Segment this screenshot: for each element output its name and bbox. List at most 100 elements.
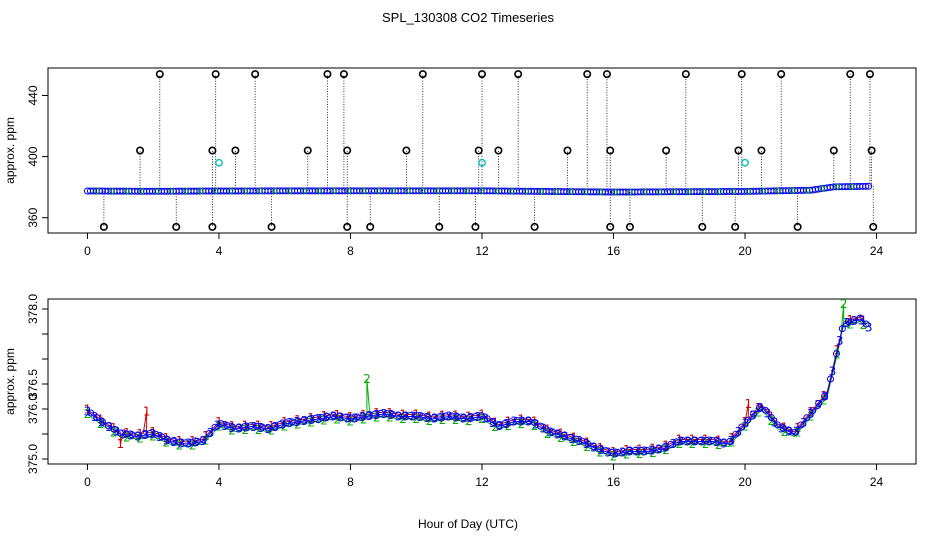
series-marker: 1	[307, 411, 315, 425]
series-marker: 3	[742, 416, 750, 430]
series-marker: 3	[192, 436, 200, 450]
series-marker: 3	[749, 409, 757, 423]
series-marker: 2	[610, 450, 618, 464]
series-marker: 1	[768, 410, 776, 424]
data-point-alt	[627, 189, 633, 195]
series-marker: 2	[136, 432, 144, 446]
data-point-alt	[730, 188, 737, 195]
data-point	[838, 325, 846, 333]
series-marker: 1	[347, 410, 355, 424]
outlier-point	[474, 146, 483, 155]
series-marker: 3	[228, 421, 236, 435]
data-point-alt	[656, 188, 663, 195]
series-marker: 1	[860, 313, 868, 327]
data-point-alt	[701, 188, 707, 195]
series-marker: 2	[386, 411, 394, 425]
series-marker: 2	[840, 297, 848, 311]
chart-title: SPL_130308 CO2 Timeseries	[382, 10, 554, 25]
outlier-point	[698, 222, 707, 231]
series-marker: 3	[532, 417, 540, 431]
series-marker: 3	[850, 314, 858, 328]
outlier-point	[303, 146, 312, 155]
series-marker: 2	[268, 424, 276, 438]
series-marker: 1	[110, 421, 118, 435]
series-marker: 1	[84, 403, 92, 417]
series-marker: 3	[243, 420, 251, 434]
x-tick-label: 16	[607, 244, 621, 258]
y-tick-label: 400	[26, 146, 40, 166]
outlier-point	[251, 70, 260, 79]
series-marker: 2	[363, 372, 371, 386]
series-marker: 3	[597, 443, 605, 457]
data-point-alt	[508, 188, 515, 195]
data-point	[744, 416, 752, 424]
series-marker: 3	[684, 435, 692, 449]
series-marker: 2	[215, 420, 223, 434]
series-marker: 3	[619, 446, 627, 460]
series-marker: 1	[117, 437, 125, 451]
outlier-point	[418, 70, 427, 79]
data-point	[158, 433, 166, 441]
series-marker: 1	[794, 421, 802, 435]
outlier-point	[681, 70, 690, 79]
series-marker: 3	[554, 428, 562, 442]
series-marker: 1	[531, 415, 539, 429]
x-axis-title: Hour of Day (UTC)	[418, 517, 518, 531]
series-marker: 1	[754, 401, 762, 415]
x-tick-label: 24	[870, 475, 884, 489]
data-point-alt	[848, 183, 855, 190]
outlier-point	[494, 146, 503, 155]
series-marker: 3	[720, 436, 728, 450]
x-tick-label: 4	[216, 475, 223, 489]
series-marker: 3	[395, 409, 403, 423]
series-marker: 1	[426, 410, 434, 424]
data-point	[584, 440, 592, 448]
data-point-alt	[760, 188, 767, 195]
co2-scatter-panel: 0 4 8 12 16 20 24 360 400 440 approx. ppm	[3, 67, 917, 258]
series-marker: 2	[557, 431, 565, 445]
data-point-alt	[286, 188, 293, 194]
series-marker: 2	[399, 412, 407, 426]
data-point	[211, 423, 219, 431]
data-point-alt	[834, 183, 840, 190]
series-marker: 3	[134, 429, 142, 443]
outlier-point	[343, 146, 352, 155]
data-point	[856, 314, 864, 322]
outlier-point	[339, 70, 348, 79]
series-marker: 1	[189, 434, 197, 448]
outlier-point	[606, 222, 615, 231]
data-point-alt	[212, 188, 219, 194]
outlier-point	[231, 146, 240, 155]
data-point	[525, 417, 533, 424]
data-point-alt	[419, 187, 426, 194]
series-marker: 3	[785, 425, 793, 439]
series-marker: 1	[281, 415, 289, 429]
series-marker: 3	[272, 420, 280, 434]
series-marker: 3	[612, 447, 620, 461]
outlier-point	[734, 146, 743, 155]
series-marker: 3	[178, 436, 186, 450]
series-marker: 1	[452, 409, 460, 423]
series-marker: 1	[255, 419, 263, 433]
outlier-point	[563, 146, 572, 155]
series-marker: 3	[257, 421, 265, 435]
series-marker: 2	[334, 413, 342, 427]
x-tick-label: 8	[347, 475, 354, 489]
series-marker: 3	[127, 429, 135, 443]
series-marker: 3	[489, 416, 497, 430]
series-marker: 1	[294, 413, 302, 427]
data-point	[865, 182, 873, 190]
data-point-alt	[715, 188, 722, 195]
data-point-alt	[109, 188, 116, 195]
y-axis-title: approx. ppm	[3, 348, 17, 415]
series-marker: 1	[399, 408, 407, 422]
series-marker: 3	[402, 410, 410, 424]
series-marker: 1	[597, 441, 605, 455]
series-marker: 3	[105, 420, 113, 434]
data-point-alt	[138, 188, 145, 195]
series-marker: 3	[91, 410, 99, 424]
data-point	[779, 424, 787, 432]
data-point	[761, 406, 769, 414]
data-point	[862, 320, 870, 328]
highlight-point	[215, 158, 223, 167]
